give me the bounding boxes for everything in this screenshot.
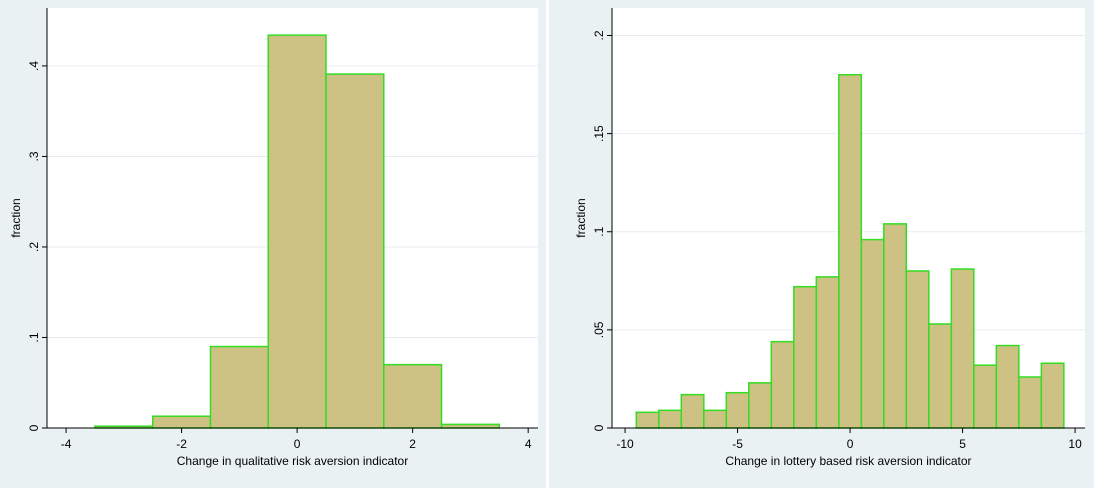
bar — [973, 364, 998, 429]
bar — [815, 276, 840, 429]
y-tick-label: .2 — [27, 242, 41, 252]
y-tick-label: .4 — [27, 61, 41, 71]
y-tick-label: .2 — [592, 30, 606, 40]
bar — [950, 268, 975, 429]
bar — [748, 382, 773, 429]
y-tick-label: .05 — [592, 321, 606, 338]
bar — [995, 344, 1020, 429]
bar — [703, 409, 728, 429]
x-tick-label: 5 — [959, 437, 966, 451]
bar — [838, 73, 863, 429]
bar — [383, 363, 443, 429]
bar — [883, 223, 908, 429]
x-tick-label: 2 — [409, 437, 416, 451]
bar — [440, 423, 501, 429]
bar — [1040, 362, 1065, 429]
y-tick-label: 0 — [592, 424, 606, 431]
y-tick-label: 0 — [27, 424, 41, 431]
x-tick-label: -5 — [732, 437, 743, 451]
x-tick-label: -10 — [616, 437, 634, 451]
x-tick-label: -2 — [176, 437, 187, 451]
bar — [725, 391, 750, 429]
x-axis-label: Change in qualitative risk aversion indi… — [177, 454, 408, 468]
x-tick-label: 10 — [1068, 437, 1082, 451]
bar — [635, 411, 660, 429]
x-tick-label: 0 — [847, 437, 854, 451]
y-axis-label: fraction — [9, 198, 23, 237]
x-tick-label: -4 — [61, 437, 72, 451]
y-tick-label: .1 — [27, 332, 41, 342]
bar — [860, 238, 885, 429]
bar — [325, 73, 385, 429]
bar — [680, 393, 705, 429]
x-axis-label: Change in lottery based risk aversion in… — [725, 454, 971, 468]
bar — [928, 323, 953, 429]
y-tick-label: .15 — [592, 125, 606, 142]
x-tick-label: 0 — [294, 437, 301, 451]
bar — [209, 345, 269, 429]
bar — [658, 409, 683, 429]
bar — [1018, 376, 1043, 429]
bar — [770, 340, 795, 429]
bar — [267, 34, 327, 429]
bar — [905, 270, 930, 429]
bar — [151, 415, 212, 429]
y-tick-label: .1 — [592, 226, 606, 236]
bar — [793, 285, 818, 429]
y-axis-label: fraction — [574, 198, 588, 237]
x-tick-label: 4 — [525, 437, 532, 451]
y-tick-label: .3 — [27, 151, 41, 161]
